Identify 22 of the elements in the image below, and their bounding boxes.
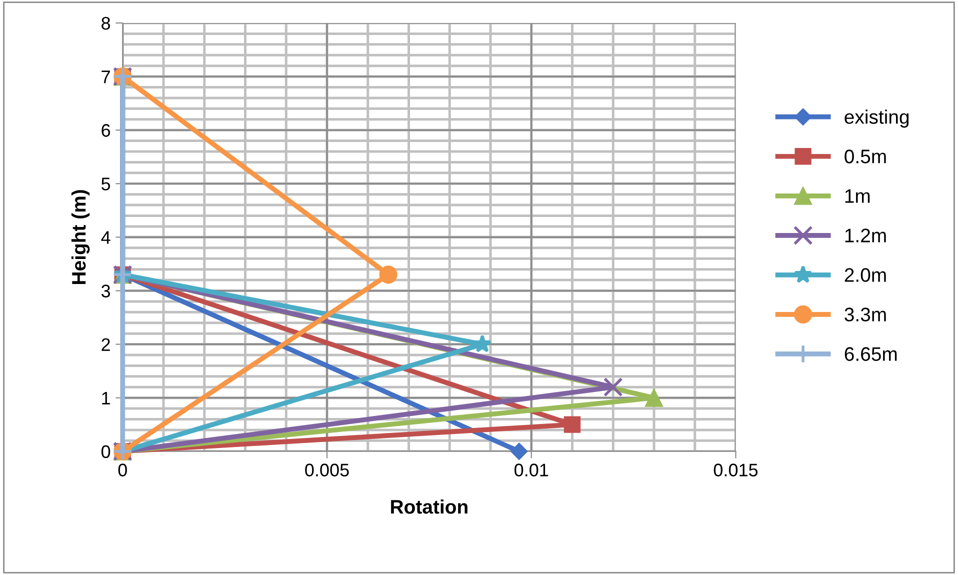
legend-label: 2.0m [844,268,886,282]
legend-label: 1.2m [845,228,886,242]
legend-label: 6.65m [844,347,897,361]
y-tick-label: 5 [102,178,110,190]
y-tick-label: 4 [101,231,110,244]
x-axis-title: Rotation [391,499,468,514]
legend-label: existing [844,110,909,128]
y-tick-label: 8 [102,16,110,30]
y-tick-label: 2 [102,338,110,351]
legend-label: 0.5m [844,150,886,164]
x-tick-label: 0 [118,464,127,476]
y-tick-label: 1 [102,392,110,404]
legend-label: 1m [845,189,870,203]
x-tick-label: 0.01 [514,464,548,476]
y-tick-label: 7 [102,70,110,84]
legend-label: 3.3m [844,308,886,322]
x-tick-label: 0.005 [305,464,349,476]
x-tick-label: 0.015 [714,464,758,476]
y-tick-label: 3 [101,284,110,298]
y-axis-title: Height (m) [71,190,90,284]
y-tick-label: 0 [101,445,110,458]
y-tick-label: 6 [102,124,110,137]
